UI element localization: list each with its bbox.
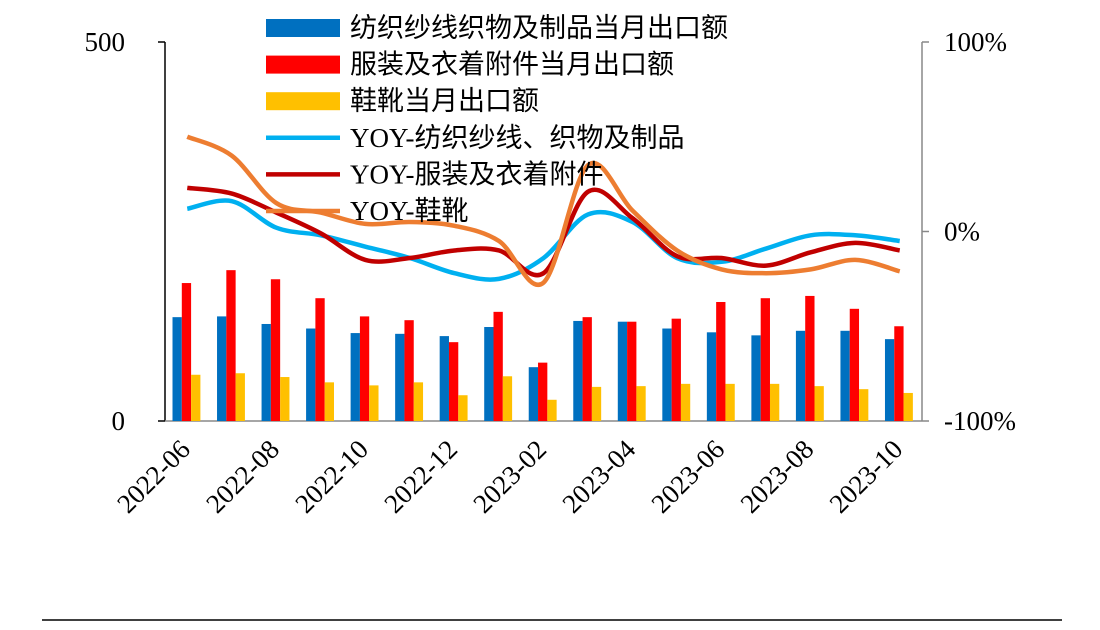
bar (181, 283, 192, 421)
bar (404, 320, 414, 421)
y2-tick-label: -100% (944, 406, 1016, 436)
legend-label: YOY-鞋靴 (350, 196, 469, 226)
bar (235, 373, 245, 421)
x-tick-label: 2023-10 (824, 434, 909, 519)
line (186, 185, 901, 278)
bar (191, 374, 201, 421)
legend-swatch (266, 19, 340, 37)
bar (439, 336, 449, 421)
bar (716, 301, 726, 421)
legend-label: 服装及衣着附件当月出口额 (350, 50, 674, 80)
bar (627, 321, 637, 421)
x-tick-label: 2022-06 (111, 434, 196, 519)
bar (547, 399, 557, 421)
bar (528, 367, 539, 421)
bar (671, 318, 681, 421)
x-tick-label: 2023-04 (556, 434, 641, 519)
bar (369, 385, 379, 421)
bar (582, 317, 592, 421)
bar (172, 317, 182, 421)
bar (538, 362, 548, 421)
bar (306, 328, 316, 421)
bar (662, 328, 672, 421)
bar (636, 386, 646, 421)
bar (217, 316, 227, 421)
legend-label: YOY-服装及衣着附件 (350, 159, 604, 189)
bar (493, 311, 503, 421)
bar (884, 339, 895, 421)
bar (680, 383, 691, 421)
bar (805, 295, 815, 421)
x-tick-label: 2022-12 (378, 434, 463, 519)
x-tick-label: 2023-06 (645, 434, 730, 519)
legend-swatch (266, 92, 340, 111)
y2-tick-label: 100% (944, 27, 1007, 57)
bar (706, 332, 717, 421)
bar (226, 270, 236, 421)
bar (849, 308, 860, 421)
legend-label: 纺织纱线织物及制品当月出口额 (350, 13, 728, 43)
bar (814, 386, 824, 421)
bar (359, 316, 370, 421)
bar (448, 342, 459, 421)
bar (484, 327, 494, 421)
legend-swatch (266, 55, 340, 74)
y-tick-label: 0 (112, 406, 126, 436)
bar (324, 382, 334, 421)
bar (859, 389, 869, 421)
bar (617, 321, 628, 421)
bar (280, 377, 290, 421)
x-tick-label: 2023-02 (467, 434, 552, 519)
bar (795, 330, 806, 421)
x-tick-label: 2022-10 (289, 434, 374, 519)
bar (903, 392, 913, 421)
bar (270, 279, 281, 421)
bar (840, 330, 850, 421)
y-tick-label: 500 (85, 27, 126, 57)
bar (894, 326, 904, 421)
bar (261, 323, 271, 421)
bar (502, 376, 513, 421)
line (186, 198, 901, 282)
bar (395, 333, 405, 421)
bar (591, 386, 602, 421)
bar (458, 395, 468, 421)
bar (751, 335, 761, 421)
legend-label: 鞋靴当月出口额 (350, 86, 539, 116)
bar (413, 382, 424, 421)
bar (315, 298, 325, 421)
legend-label: YOY-纺织纱线、织物及制品 (350, 123, 685, 153)
bar (769, 383, 780, 421)
bar (760, 298, 770, 421)
bar (350, 333, 360, 421)
x-tick-label: 2023-08 (735, 434, 820, 519)
bar (725, 383, 735, 421)
y2-tick-label: 0% (944, 217, 980, 247)
x-tick-label: 2022-08 (200, 434, 285, 519)
bar (573, 320, 583, 421)
